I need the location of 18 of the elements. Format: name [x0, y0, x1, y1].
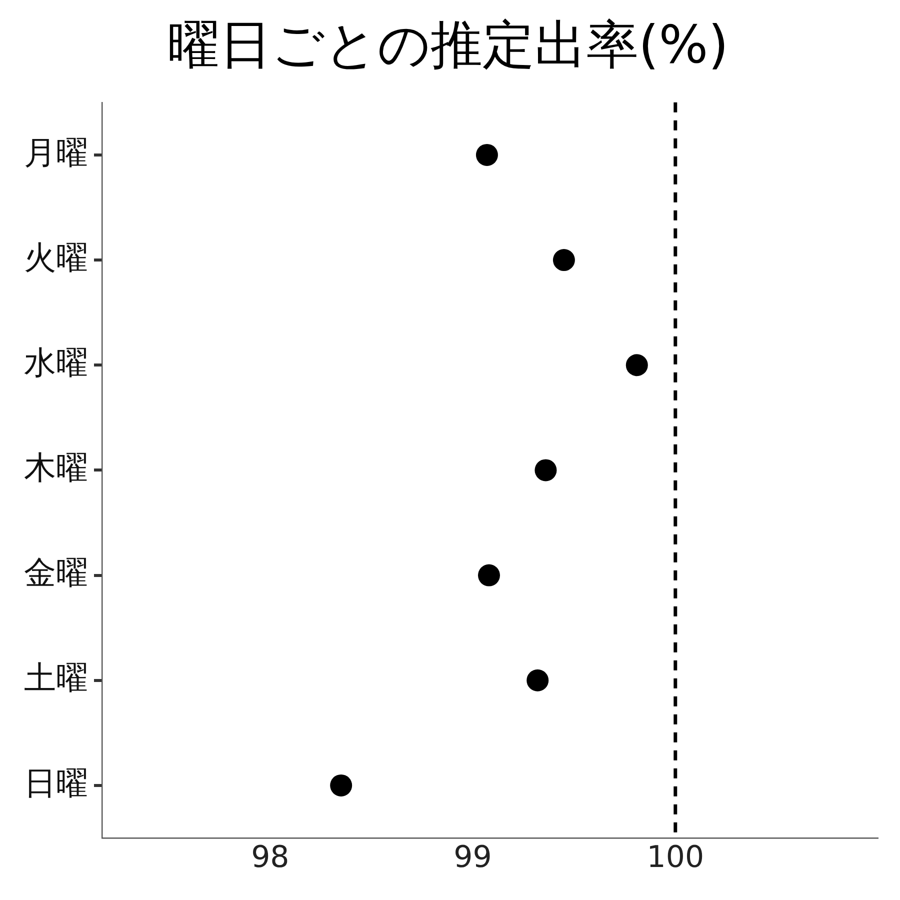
y-tick-label: 土曜	[24, 658, 88, 697]
x-tick-label: 100	[646, 840, 704, 875]
y-tick-label: 火曜	[24, 238, 88, 276]
y-tick-label: 金曜	[24, 554, 88, 592]
y-tick-label: 日曜	[24, 764, 88, 802]
point	[534, 459, 557, 482]
x-tick-label: 99	[454, 840, 492, 875]
point	[626, 354, 648, 376]
y-tick-label: 水曜	[24, 343, 88, 382]
point	[476, 144, 498, 166]
point	[330, 774, 352, 796]
point	[552, 249, 575, 272]
x-tick-label: 98	[251, 840, 290, 875]
y-tick-label: 木曜	[24, 448, 88, 487]
y-tick-label: 月曜	[24, 133, 88, 172]
chart-title: 曜日ごとの推定出率(%)	[168, 16, 728, 76]
point	[526, 669, 549, 692]
point	[478, 564, 500, 586]
